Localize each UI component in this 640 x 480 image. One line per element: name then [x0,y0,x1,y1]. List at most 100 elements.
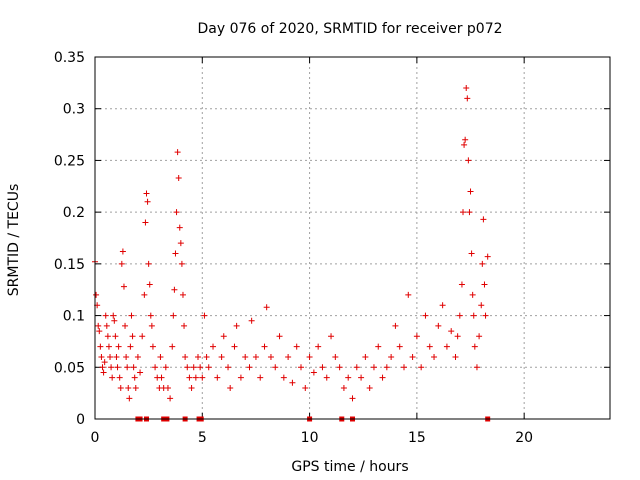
data-point [167,395,174,402]
data-point [128,312,135,319]
data-point [323,374,330,381]
data-point [116,374,123,381]
data-point [246,364,253,371]
data-point [192,374,199,381]
data-point [142,219,149,226]
data-point [117,384,124,391]
data-point [272,364,279,371]
data-point [100,369,107,376]
data-point [257,374,264,381]
y-tick-label: 0.15 [54,257,85,273]
data-point [467,188,474,195]
data-point [479,260,486,267]
data-point [99,364,106,371]
data-point [186,374,193,381]
x-tick-label: 10 [301,430,319,446]
data-point [464,95,471,102]
data-point [147,312,154,319]
data-point [466,209,473,216]
data-point [340,384,347,391]
axis-ticks [94,56,610,420]
data-point [482,312,489,319]
data-point [146,281,153,288]
data-point [144,198,151,205]
data-point [454,333,461,340]
data-point [148,322,155,329]
data-point [227,384,234,391]
data-point [409,353,416,360]
data-point [95,322,102,329]
data-point [125,384,132,391]
y-tick-label: 0.05 [54,360,85,376]
data-point [460,209,467,216]
data-point [302,384,309,391]
data-point [171,286,178,293]
data-point [220,333,227,340]
data-point [127,343,134,350]
data-point [261,343,268,350]
data-point [276,333,283,340]
data-point [293,343,300,350]
data-point [345,374,352,381]
data-point [114,364,121,371]
data-point [405,291,412,298]
data-point [426,343,433,350]
data-point [358,374,365,381]
data-point [119,248,126,255]
data-point [248,317,255,324]
grid-lines [95,57,610,419]
x-tick-labels: 0 5 10 15 20 [91,430,534,446]
data-point [214,374,221,381]
data-point [112,333,119,340]
data-point [103,322,110,329]
data-point [401,364,407,371]
data-point [190,364,197,371]
data-point [349,395,356,402]
data-point [468,250,475,257]
data-point [418,364,425,371]
data-point [137,369,144,376]
data-point [388,353,395,360]
data-point [470,312,477,319]
data-point [461,141,468,148]
data-point [109,374,116,381]
x-tick-label: 20 [515,430,533,446]
data-point [237,374,244,381]
data-point [115,343,122,350]
data-point [336,364,343,371]
data-point [169,343,176,350]
data-point [162,364,169,371]
x-tick-label: 15 [408,430,426,446]
data-point [422,312,429,319]
data-point [366,384,373,391]
data-point [104,333,111,340]
data-point [113,353,120,360]
data-point [231,343,238,350]
data-point [143,190,150,197]
data-point [469,291,476,298]
data-point [452,353,459,360]
data-point [383,364,390,371]
y-tick-label: 0.35 [54,50,85,66]
data-point [96,328,103,335]
data-point [435,322,442,329]
data-point [131,374,138,381]
data-point [370,364,377,371]
data-point [484,253,491,260]
data-point [353,364,360,371]
y-tick-label: 0.25 [54,153,85,169]
data-point [157,353,164,360]
data-point [124,364,131,371]
data-point [362,353,369,360]
plot-frame [94,56,611,420]
data-point [174,149,181,156]
data-point [181,322,188,329]
data-point [375,343,382,350]
data-point [195,353,201,360]
data-point [129,333,136,340]
data-point [110,312,117,319]
data-point [252,353,259,360]
data-point [130,364,137,371]
data-point [480,216,487,223]
data-point [123,353,130,360]
